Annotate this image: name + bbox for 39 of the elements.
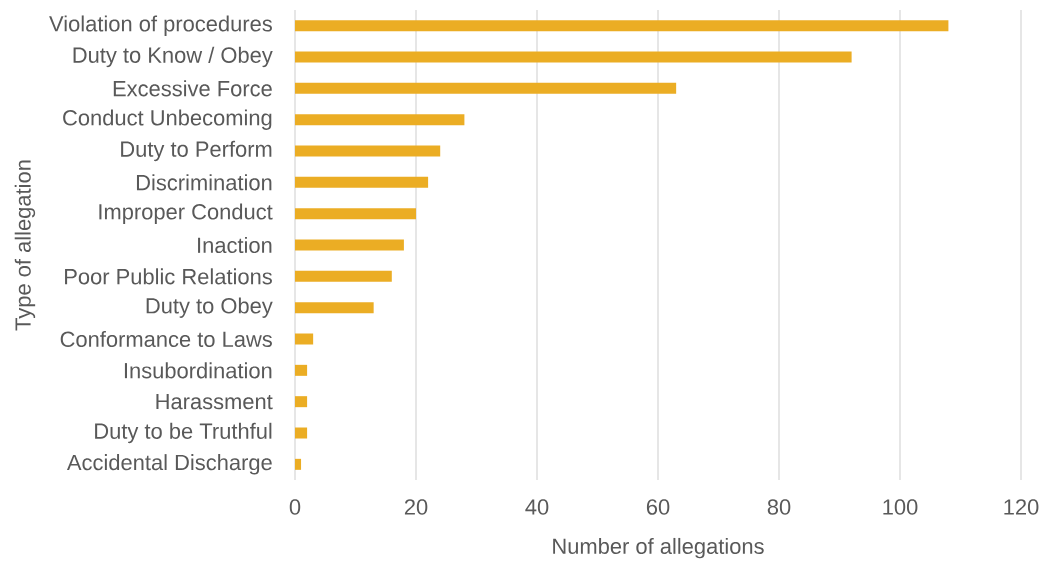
y-tick-label: Violation of procedures (49, 15, 272, 36)
bar (295, 51, 852, 63)
bar (295, 427, 308, 439)
y-tick-label: Duty to Obey (146, 297, 273, 318)
x-axis-title: Number of allegations (553, 537, 764, 559)
bar (295, 364, 308, 376)
x-tick-label: 100 (883, 499, 918, 515)
bar (295, 20, 949, 32)
bar (295, 302, 374, 314)
x-tick-label: 120 (1004, 499, 1039, 515)
bar (295, 333, 314, 345)
x-tick-label: 40 (525, 499, 549, 515)
y-tick-label: Conduct Unbecoming (63, 109, 272, 130)
bar (295, 239, 404, 251)
bar (295, 176, 429, 188)
x-tick-label: 60 (646, 499, 670, 515)
y-tick-label: Insubordination (124, 362, 272, 379)
x-tick-label: 80 (767, 499, 791, 515)
bar (295, 208, 416, 220)
bar (295, 82, 677, 94)
bar (295, 114, 465, 126)
y-tick-label: Improper Conduct (99, 203, 273, 224)
y-tick-label: Duty to Know / Obey (73, 46, 273, 68)
y-tick-label: Excessive Force (113, 80, 272, 97)
x-tick-label: 0 (289, 499, 301, 515)
y-tick-label: Duty to Perform (121, 140, 272, 162)
x-tick-label: 20 (404, 499, 428, 515)
bar (295, 458, 302, 470)
bar (295, 396, 308, 408)
y-tick-label: Harassment (156, 394, 273, 410)
y-axis-title: Type of allegation (14, 160, 36, 331)
y-tick-label: Poor Public Relations (65, 268, 272, 285)
y-tick-label: Discrimination (136, 174, 272, 191)
y-tick-label: Inaction (198, 236, 272, 254)
y-tick-label: Conformance to Laws (60, 330, 272, 348)
y-tick-label: Duty to be Truthful (95, 422, 272, 444)
y-tick-label: Accidental Discharge (66, 454, 272, 475)
bar (295, 145, 441, 157)
bar (295, 270, 392, 282)
